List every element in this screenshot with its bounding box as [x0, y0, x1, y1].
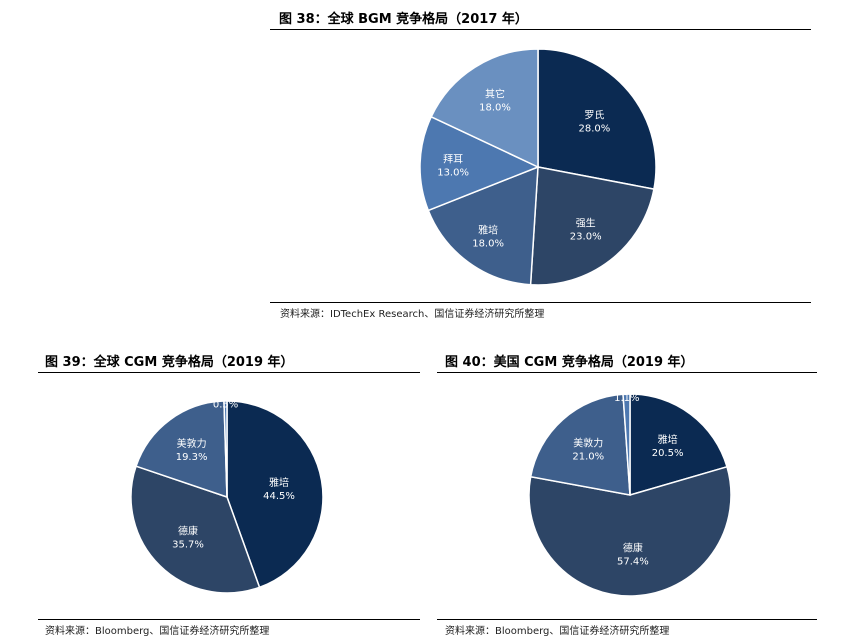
slice-label-1-2: 美敦力 [177, 437, 207, 450]
pie-slice-2-0 [629, 393, 728, 496]
chart-title-bgm-2017: 图 38：全球 BGM 竞争格局（2017 年） [279, 12, 528, 27]
slice-label-1-3: Senseonics [198, 387, 254, 398]
slice-label-1-1: 德康 [178, 525, 198, 538]
slice-value-0-2: 18.0% [472, 239, 504, 250]
pie-slice-0-4 [430, 48, 539, 169]
pie-slice-0-3 [419, 115, 540, 212]
slice-value-1-0: 44.5% [263, 491, 295, 502]
source-note-global-cgm: 资料来源：Bloomberg、国信证券经济研究所整理 [45, 626, 270, 637]
pie-slice-1-3 [223, 400, 228, 498]
slice-value-1-3: 0.5% [213, 400, 238, 411]
slice-value-0-3: 13.0% [437, 167, 469, 178]
slice-label-0-2: 雅培 [478, 224, 498, 237]
slice-label-0-0: 罗氏 [584, 109, 604, 121]
slice-value-1-2: 19.3% [176, 452, 208, 463]
title-rule-global-cgm [38, 372, 420, 373]
slice-label-2-0: 雅培 [658, 433, 678, 446]
pie-slice-2-3 [622, 393, 631, 496]
pie-slice-1-1 [130, 465, 261, 594]
slice-label-0-1: 强生 [576, 217, 596, 230]
slice-label-2-1: 德康 [623, 542, 643, 555]
pie-slice-0-2 [427, 165, 539, 286]
slice-value-0-1: 23.0% [570, 232, 602, 243]
slice-label-0-4: 其它 [485, 87, 505, 100]
chart-title-us-cgm-2019: 图 40：美国 CGM 竞争格局（2019 年） [445, 355, 694, 370]
source-rule-us-cgm [437, 619, 817, 620]
chart-title-global-cgm-2019: 图 39：全球 CGM 竞争格局（2019 年） [45, 355, 294, 370]
slice-value-2-2: 21.0% [572, 451, 604, 462]
source-note-us-cgm: 资料来源：Bloomberg、国信证券经济研究所整理 [445, 626, 670, 637]
slice-value-2-1: 57.4% [617, 557, 649, 568]
source-rule-global-cgm [38, 619, 420, 620]
slice-label-2-2: 美敦力 [573, 436, 603, 449]
pie-slice-1-2 [135, 400, 228, 499]
slice-label-2-3: Senseonics [599, 380, 655, 391]
slice-value-2-0: 20.5% [652, 448, 684, 459]
slice-label-0-3: 拜耳 [443, 153, 463, 165]
title-rule-us-cgm [437, 372, 817, 373]
pie-slice-2-1 [528, 465, 732, 597]
pie-slice-1-0 [226, 400, 324, 589]
pie-slice-0-0 [537, 48, 657, 190]
slice-value-0-0: 28.0% [579, 123, 611, 134]
source-rule-bgm [270, 302, 811, 303]
slice-value-1-1: 35.7% [172, 540, 204, 551]
pie-slice-0-1 [529, 166, 655, 286]
slice-label-1-0: 雅培 [269, 476, 289, 489]
source-note-bgm: 资料来源：IDTechEx Research、国信证券经济研究所整理 [280, 309, 545, 320]
slice-value-2-3: 1.1% [614, 393, 639, 404]
title-rule-bgm [270, 29, 811, 30]
pie-slice-2-2 [529, 393, 631, 496]
slice-value-0-4: 18.0% [479, 102, 511, 113]
